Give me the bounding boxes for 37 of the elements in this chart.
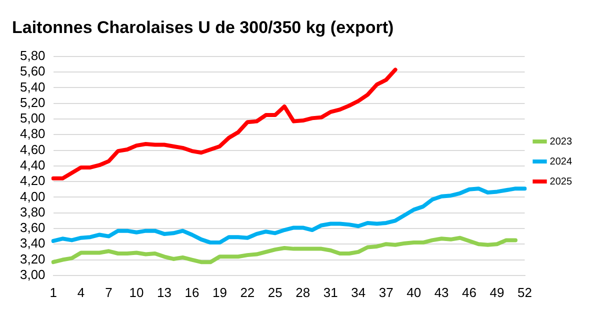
y-tick-label: 3,00 (20, 266, 46, 282)
chart-title: Laitonnes Charolaises U de 300/350 kg (export) (12, 18, 394, 37)
x-tick-label: 19 (212, 284, 227, 300)
x-tick-label: 7 (105, 284, 112, 300)
y-tick-label: 4,20 (20, 173, 46, 188)
y-tick-label: 3,60 (20, 220, 46, 236)
x-tick-label: 40 (406, 284, 422, 300)
x-tick-label: 4 (77, 284, 85, 300)
x-tick-label: 16 (184, 284, 200, 300)
x-tick-label: 28 (296, 284, 310, 300)
y-tick-label: 5,20 (20, 94, 46, 110)
y-tick-label: 4,60 (20, 142, 46, 157)
x-tick-label: 52 (518, 284, 532, 300)
legend-label: 2024 (550, 156, 572, 168)
y-tick-label: 5,60 (20, 64, 46, 79)
x-tick-label: 31 (323, 284, 338, 300)
legend-label: 2025 (550, 176, 572, 188)
y-tick-label: 4,00 (20, 188, 46, 204)
x-tick-label: 13 (156, 284, 172, 300)
y-tick-label: 5,40 (20, 79, 46, 94)
y-tick-label: 4,40 (20, 157, 46, 172)
x-tick-label: 10 (129, 284, 144, 300)
x-tick-label: 22 (240, 284, 255, 300)
y-tick-label: 5,00 (20, 110, 46, 126)
x-tick-label: 1 (50, 284, 57, 300)
y-tick-label: 3,40 (20, 236, 46, 251)
legend-label: 2023 (550, 136, 572, 148)
y-tick-label: 5,80 (20, 48, 46, 63)
y-tick-label: 4,80 (20, 126, 46, 142)
x-tick-label: 37 (378, 284, 394, 300)
y-tick-label: 3,80 (20, 204, 46, 220)
x-tick-label: 46 (462, 284, 477, 300)
x-tick-label: 34 (351, 284, 366, 300)
x-tick-label: 43 (434, 284, 449, 300)
x-tick-label: 49 (490, 284, 504, 300)
x-tick-label: 25 (268, 284, 282, 300)
y-tick-label: 3,20 (20, 251, 46, 266)
